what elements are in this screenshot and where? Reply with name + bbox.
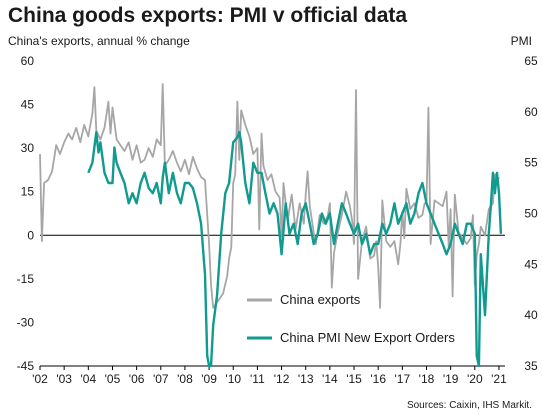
x-tick-label: '12 [274,372,290,386]
left-tick-label: 30 [21,141,35,155]
x-tick-label: '11 [250,372,265,386]
right-axis-ticks: 65 60 55 50 45 40 35 [524,54,538,373]
left-axis-label: China's exports, annual % change [8,34,190,48]
left-tick-label: 60 [21,54,35,68]
x-tick-label: '20 [467,372,483,386]
legend-label: China PMI New Export Orders [280,330,455,345]
x-tick-label: '17 [395,372,411,386]
legend: China exports China PMI New Export Orders [247,292,455,345]
x-tick-label: '19 [443,372,459,386]
right-tick-label: 45 [524,257,538,271]
x-tick-label: '21 [491,372,507,386]
right-tick-label: 40 [524,308,538,322]
left-tick-label: -45 [17,359,35,373]
x-tick-label: '07 [153,372,169,386]
x-tick-label: '04 [80,372,96,386]
x-tick-label: '18 [419,372,435,386]
series-layer [39,83,503,368]
right-axis-label: PMI [510,34,532,48]
right-tick-label: 65 [524,54,538,68]
x-tick-label: '05 [105,372,121,386]
left-tick-label: 0 [27,228,34,242]
series-line-china-exports [39,83,500,309]
x-tick-label: '14 [322,372,338,386]
chart-title: China goods exports: PMI v official data [8,4,408,27]
x-tick-label: '10 [225,372,241,386]
source-note: Sources: Caixin, IHS Markit. [406,400,532,411]
x-tick-label: '02 [32,372,48,386]
x-tick-label: '03 [56,372,72,386]
right-tick-label: 55 [524,156,538,170]
x-tick-label: '06 [129,372,145,386]
series-line-pmi-new-export-orders [87,131,503,368]
x-tick-label: '13 [298,372,314,386]
left-tick-label: -30 [17,315,35,329]
x-tick-label: '09 [201,372,217,386]
left-tick-label: 45 [21,98,35,112]
x-tick-label: '08 [177,372,193,386]
left-tick-label: 15 [21,185,35,199]
left-axis-ticks: 60 45 30 15 0 -15 -30 -45 [17,54,35,373]
x-tick-label: '15 [346,372,362,386]
right-tick-label: 50 [524,207,538,221]
right-tick-label: 35 [524,359,538,373]
x-axis: '02 '03 '04 '05 '06 '07 '08 '09 '10 '11 '12 '13 '14 '… [32,234,507,386]
left-tick-label: -15 [17,272,35,286]
legend-label: China exports [280,292,361,307]
right-tick-label: 60 [524,105,538,119]
x-tick-label: '16 [370,372,386,386]
